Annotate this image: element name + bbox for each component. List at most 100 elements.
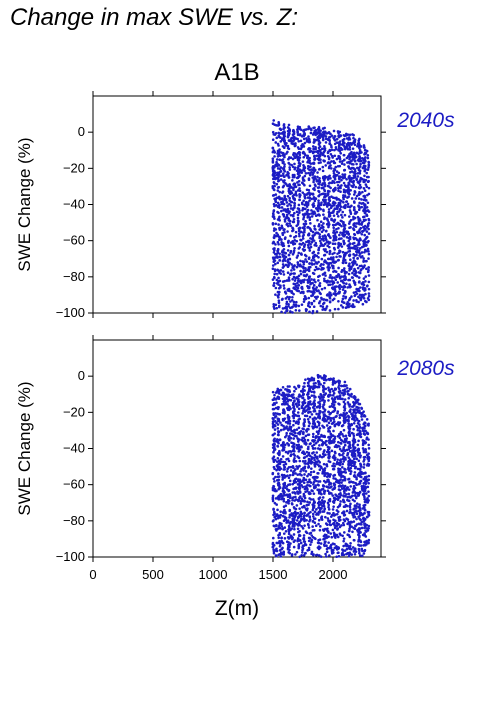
data-point [301, 396, 305, 400]
data-point [313, 447, 317, 450]
data-point [288, 132, 291, 136]
data-point [278, 483, 281, 487]
data-point [272, 450, 275, 454]
data-point [334, 387, 337, 391]
data-point [365, 235, 369, 239]
data-point [297, 203, 301, 207]
data-point [305, 430, 308, 433]
data-point [310, 278, 313, 281]
data-point [322, 244, 325, 247]
data-point [291, 277, 294, 281]
data-point [306, 487, 309, 491]
data-point [331, 508, 335, 511]
data-point [317, 199, 320, 202]
data-point [278, 290, 281, 294]
data-point [279, 178, 283, 181]
data-point [305, 273, 309, 277]
data-point [322, 208, 325, 212]
data-point [275, 554, 278, 558]
data-point [298, 151, 302, 154]
data-point [305, 414, 309, 418]
data-point [350, 395, 353, 398]
data-point [367, 232, 371, 235]
data-point [323, 408, 327, 412]
data-point [337, 146, 341, 150]
data-point [300, 473, 303, 477]
x-axis-label: Z(m) [215, 597, 259, 620]
data-point [280, 224, 284, 228]
data-point [307, 267, 311, 271]
data-point [285, 309, 289, 313]
data-point [353, 261, 357, 265]
data-point [353, 515, 357, 519]
data-point [277, 405, 280, 409]
data-point [296, 527, 300, 531]
data-point [303, 169, 306, 173]
data-point [287, 176, 291, 179]
data-point [365, 199, 368, 202]
data-point [333, 251, 336, 255]
data-point [335, 230, 339, 234]
data-point [339, 231, 342, 234]
data-point [304, 219, 307, 223]
data-point [325, 439, 328, 443]
data-point [321, 165, 325, 169]
data-point [336, 410, 340, 413]
data-point [318, 154, 322, 158]
data-point [363, 174, 366, 178]
data-point [306, 438, 310, 442]
data-point [321, 136, 325, 139]
data-point [327, 157, 331, 161]
data-point [315, 254, 319, 258]
data-point [293, 279, 297, 282]
data-point [337, 258, 340, 262]
data-point [358, 549, 361, 553]
data-point [286, 271, 290, 275]
data-point [313, 175, 317, 178]
data-point [366, 247, 370, 251]
data-point [330, 134, 334, 137]
data-point [355, 263, 359, 266]
data-point [291, 165, 295, 169]
data-point [280, 250, 284, 254]
data-point [283, 490, 286, 494]
data-point [284, 236, 287, 239]
data-point [321, 169, 325, 173]
data-point [358, 165, 362, 168]
data-point [364, 178, 368, 182]
data-point [352, 181, 355, 185]
data-point [343, 158, 346, 162]
data-point [279, 388, 283, 392]
data-point [289, 156, 293, 160]
data-point [280, 536, 283, 540]
data-point [292, 129, 296, 133]
data-point [278, 190, 282, 194]
data-point [361, 280, 365, 284]
data-point [280, 206, 284, 209]
data-point [355, 510, 358, 513]
data-point [277, 397, 281, 401]
data-point [283, 468, 286, 471]
data-point [358, 201, 361, 205]
data-point [299, 429, 303, 433]
data-point [296, 411, 300, 414]
data-point [365, 243, 368, 247]
data-point [319, 555, 323, 558]
data-point [323, 193, 326, 196]
data-point [318, 281, 322, 285]
data-point [345, 411, 348, 415]
data-point [288, 163, 292, 166]
data-point [303, 389, 306, 392]
data-point [292, 423, 295, 427]
data-point [364, 164, 367, 168]
data-point [343, 402, 347, 406]
data-point [291, 311, 294, 314]
data-point [307, 427, 310, 431]
data-point [330, 485, 333, 488]
data-point [322, 381, 326, 385]
data-point [323, 399, 326, 403]
data-point [273, 458, 277, 462]
data-point [297, 384, 301, 388]
data-point [343, 230, 346, 234]
data-point [313, 224, 316, 228]
